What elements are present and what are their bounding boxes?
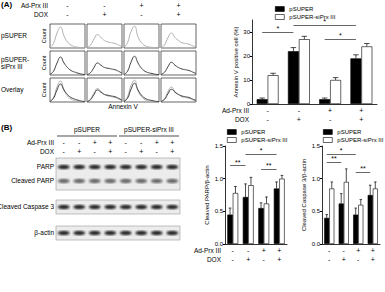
- html-text:pSUPER: pSUPER: [74, 126, 100, 133]
- svg-text:pSUPER: pSUPER: [337, 129, 362, 135]
- svg-text:Cleaved PARP/β-actin: Cleaved PARP/β-actin: [204, 165, 210, 224]
- html-text:(A): (A): [1, 0, 13, 9]
- svg-text:0: 0: [247, 101, 251, 107]
- svg-text:1.0: 1.0: [215, 176, 224, 182]
- svg-text:pSUPER-siPrx III: pSUPER-siPrx III: [337, 137, 383, 143]
- svg-text:1.5: 1.5: [312, 143, 321, 149]
- html-text:Overlay: Overlay: [1, 86, 24, 93]
- svg-text:Count: Count: [41, 55, 47, 70]
- html-text:Cleaved PARP: Cleaved PARP: [11, 177, 54, 184]
- html-text:PARP: PARP: [36, 163, 54, 170]
- svg-text:pSUPER: pSUPER: [241, 129, 266, 135]
- svg-text:pSUPER-siPrx III: pSUPER-siPrx III: [241, 137, 287, 143]
- svg-text:**: **: [331, 155, 337, 162]
- svg-text:0.0: 0.0: [312, 241, 321, 247]
- html-text:Ad-Prx III: Ad-Prx III: [193, 247, 221, 254]
- svg-text:**: **: [360, 165, 366, 172]
- html-text:(B): (B): [1, 123, 13, 132]
- html-text:Ad-Prx III: Ad-Prx III: [221, 107, 249, 114]
- svg-text:Annexin V positive cell (%): Annexin V positive cell (%): [233, 26, 239, 97]
- svg-text:*: *: [323, 18, 326, 25]
- svg-text:*: *: [339, 32, 342, 39]
- svg-text:pSUPER-siPrx III: pSUPER-siPrx III: [289, 14, 335, 20]
- html-text:Ad-Prx III: Ad-Prx III: [26, 139, 54, 146]
- html-text:DOX: DOX: [33, 11, 48, 18]
- html-text:Ad-Prx III: Ad-Prx III: [20, 2, 48, 9]
- html-text:β-actin: β-actin: [34, 229, 54, 236]
- html-text:Annexin V: Annexin V: [108, 103, 138, 110]
- svg-text:0.0: 0.0: [215, 241, 224, 247]
- html-text:DOX: DOX: [234, 116, 249, 123]
- svg-text:0.5: 0.5: [215, 208, 224, 214]
- html-text:DOX: DOX: [206, 256, 221, 263]
- svg-text:Count: Count: [41, 82, 47, 97]
- html-text:pSUPER: pSUPER: [1, 32, 27, 39]
- svg-text:20: 20: [243, 53, 250, 59]
- svg-text:1.5: 1.5: [215, 143, 224, 149]
- svg-text:pSUPER: pSUPER: [289, 6, 314, 12]
- svg-text:Cleaved Caspase 3/β-actin: Cleaved Caspase 3/β-actin: [301, 159, 307, 231]
- html-text:pSUPER-siPrx III: pSUPER-siPrx III: [124, 126, 174, 133]
- html-text:DOX: DOX: [39, 148, 54, 155]
- svg-text:30: 30: [243, 29, 250, 35]
- svg-text:Count: Count: [41, 28, 47, 43]
- svg-text:**: **: [235, 159, 241, 166]
- svg-text:*: *: [260, 147, 263, 154]
- svg-text:1.0: 1.0: [312, 176, 321, 182]
- svg-text:0.5: 0.5: [312, 208, 321, 214]
- svg-text:10: 10: [243, 77, 250, 83]
- svg-text:*: *: [276, 25, 279, 32]
- svg-text:**: **: [266, 162, 272, 169]
- html-text:pSUPER-siPrx III: pSUPER-siPrx III: [1, 55, 30, 70]
- svg-text:*: *: [340, 147, 343, 154]
